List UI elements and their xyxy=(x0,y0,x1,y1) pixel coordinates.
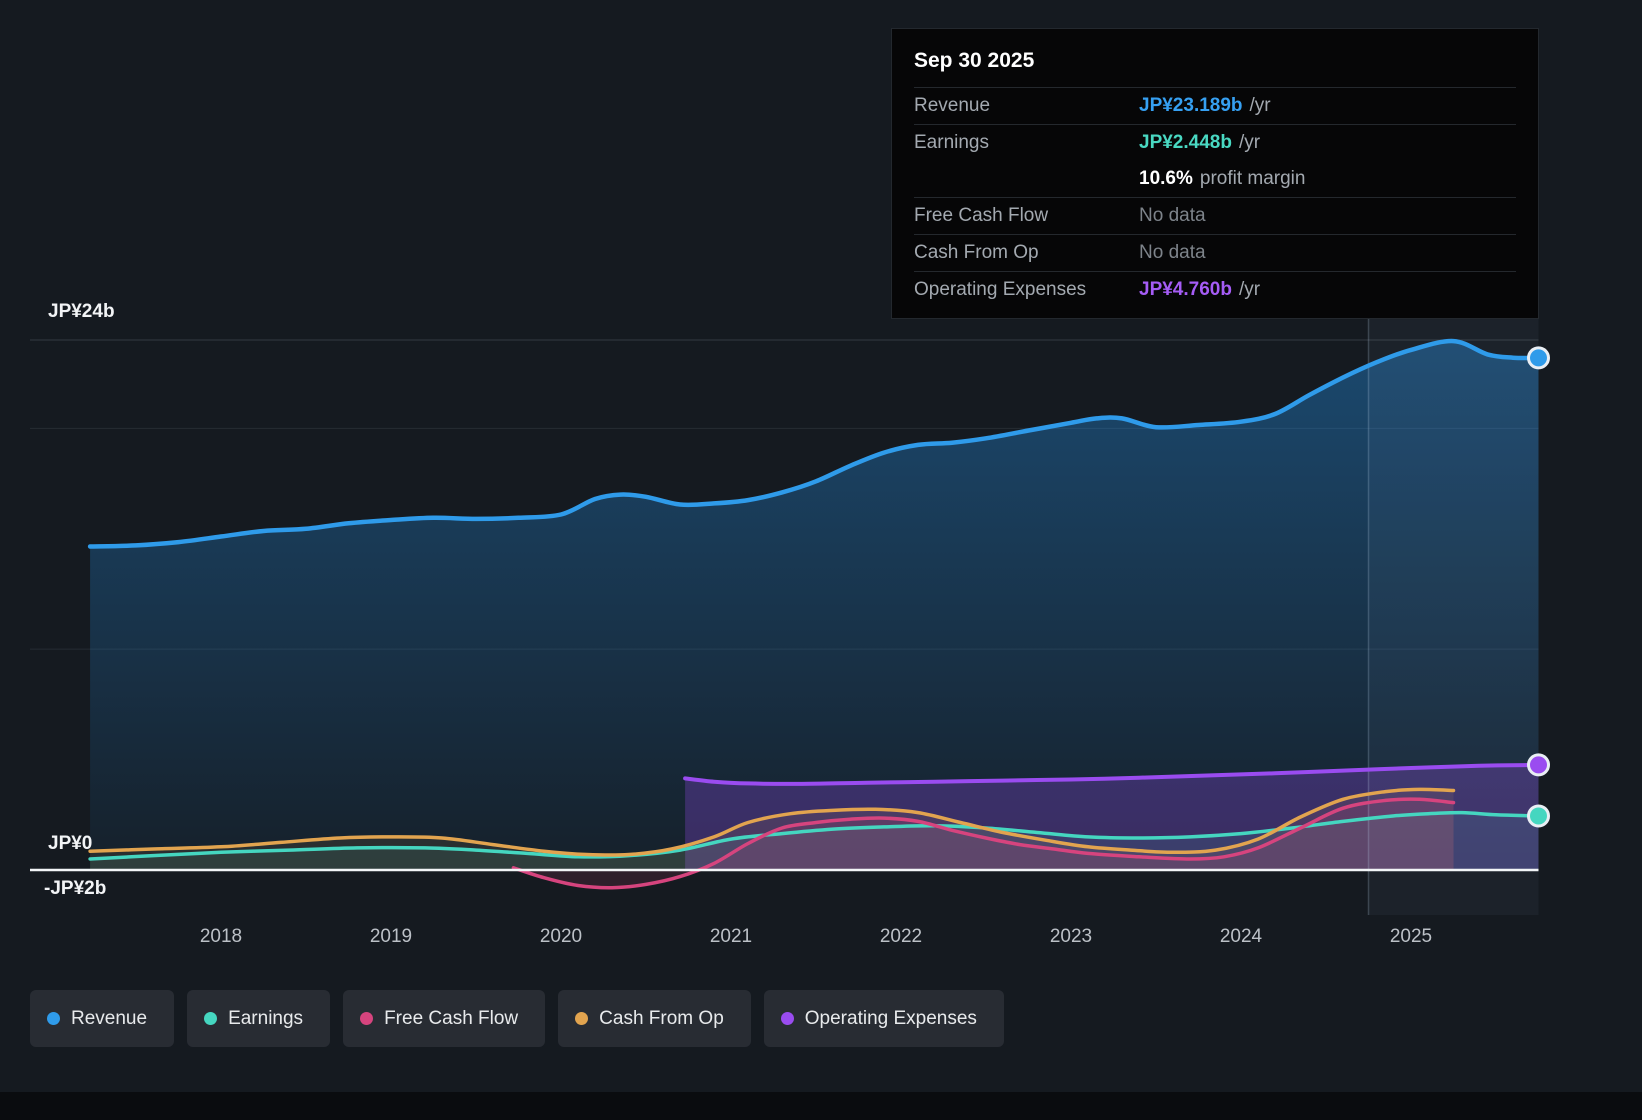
legend-dot-icon xyxy=(575,1012,589,1025)
tooltip-value-earnings: JP¥2.448b xyxy=(1139,132,1232,153)
revenue-end-marker[interactable] xyxy=(1527,346,1550,370)
y-axis-label-negative: -JP¥2b xyxy=(44,878,107,899)
legend-item-label: Operating Expenses xyxy=(804,1007,977,1029)
tooltip-value-revenue: JP¥23.189b xyxy=(1139,95,1243,116)
legend-dot-icon xyxy=(204,1012,218,1025)
tooltip-label: Revenue xyxy=(914,95,991,116)
legend-item-revenue[interactable]: Revenue xyxy=(30,990,175,1047)
legend-item-label: Revenue xyxy=(71,1007,148,1029)
tooltip-row-profit-margin: 10.6% profit margin xyxy=(914,161,1516,197)
tooltip-value-operating-expenses: JP¥4.760b xyxy=(1139,279,1232,300)
legend-dot-icon xyxy=(360,1012,374,1025)
legend-item-label: Cash From Op xyxy=(599,1007,724,1029)
tooltip-suffix: /yr xyxy=(1249,95,1271,116)
tooltip-label: Operating Expenses xyxy=(914,279,1087,300)
x-tick-label-2023: 2023 xyxy=(1049,926,1093,947)
legend-item-operating-expenses[interactable]: Operating Expenses xyxy=(763,990,1004,1047)
cash-from-op-line[interactable] xyxy=(88,787,1456,857)
free-cash-flow-line[interactable] xyxy=(511,797,1456,890)
tooltip-value-cash-from-op: No data xyxy=(1139,242,1206,263)
y-axis-label-zero: JP¥0 xyxy=(48,833,93,854)
bottom-strip xyxy=(0,1092,1642,1120)
tooltip-row-free-cash-flow: Free Cash Flow No data xyxy=(914,197,1516,234)
x-tick-label-2018: 2018 xyxy=(199,926,243,947)
tooltip-row-cash-from-op: Cash From Op No data xyxy=(914,234,1516,271)
tooltip-label: Free Cash Flow xyxy=(914,205,1049,226)
earnings-area xyxy=(90,812,1539,870)
earnings-line[interactable] xyxy=(88,810,1539,861)
legend-item-earnings[interactable]: Earnings xyxy=(187,990,331,1047)
tooltip-date: Sep 30 2025 xyxy=(914,49,1035,72)
x-axis: 2018 2019 2020 2021 2022 2023 2024 2025 xyxy=(0,926,1642,956)
legend-dot-icon xyxy=(47,1012,60,1025)
operating-expenses-end-marker[interactable] xyxy=(1527,753,1550,777)
legend-item-cash-from-op[interactable]: Cash From Op xyxy=(558,990,751,1047)
chart-canvas[interactable] xyxy=(0,0,1642,960)
tooltip-label: Cash From Op xyxy=(914,242,1039,263)
tooltip-suffix: /yr xyxy=(1238,132,1261,153)
tooltip-value-free-cash-flow: No data xyxy=(1139,205,1206,226)
y-axis-label-top: JP¥24b xyxy=(48,301,115,322)
x-tick-label-2019: 2019 xyxy=(369,926,413,947)
tooltip-suffix: /yr xyxy=(1238,279,1261,300)
legend-dot-icon xyxy=(780,1012,794,1025)
data-tooltip: Sep 30 2025 Revenue JP¥23.189b/yr Earnin… xyxy=(891,28,1539,319)
revenue-area xyxy=(90,341,1539,870)
x-tick-label-2025: 2025 xyxy=(1389,926,1433,947)
tooltip-row-revenue: Revenue JP¥23.189b/yr xyxy=(914,87,1516,124)
revenue-line[interactable] xyxy=(87,338,1539,549)
x-tick-label-2020: 2020 xyxy=(539,926,583,947)
tooltip-row-earnings: Earnings JP¥2.448b/yr xyxy=(914,124,1516,161)
legend-item-label: Free Cash Flow xyxy=(384,1007,519,1029)
operating-expenses-line[interactable] xyxy=(683,762,1539,786)
tooltip-value-profit-margin: 10.6% xyxy=(1139,168,1193,189)
tooltip-label: Earnings xyxy=(914,132,989,153)
x-tick-label-2021: 2021 xyxy=(709,926,753,947)
tooltip-suffix: profit margin xyxy=(1199,168,1306,189)
earnings-end-marker[interactable] xyxy=(1527,804,1550,828)
operating-expenses-area xyxy=(685,764,1539,870)
legend-item-free-cash-flow[interactable]: Free Cash Flow xyxy=(343,990,546,1047)
legend-item-label: Earnings xyxy=(228,1007,304,1029)
tooltip-row-operating-expenses: Operating Expenses JP¥4.760b/yr xyxy=(914,271,1516,308)
legend: Revenue Earnings Free Cash Flow Cash From O… xyxy=(30,990,1004,1047)
free-cash-flow-area xyxy=(513,799,1454,888)
x-tick-label-2024: 2024 xyxy=(1219,926,1263,947)
highlight-band xyxy=(1368,318,1539,915)
x-tick-label-2022: 2022 xyxy=(879,926,923,947)
